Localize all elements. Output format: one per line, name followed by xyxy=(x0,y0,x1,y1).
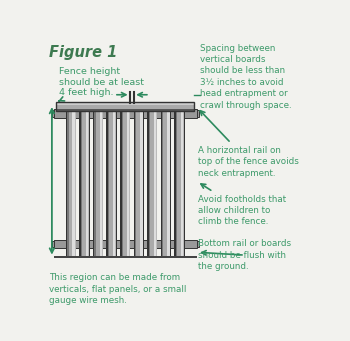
Bar xyxy=(54,240,197,248)
Bar xyxy=(82,104,86,257)
Bar xyxy=(89,104,90,257)
Text: Fence height
should be at least
4 feet high.: Fence height should be at least 4 feet h… xyxy=(59,67,144,101)
Bar xyxy=(154,104,156,257)
Bar xyxy=(150,104,154,257)
Bar xyxy=(56,109,194,110)
Bar xyxy=(134,104,135,257)
Bar xyxy=(94,104,96,257)
Bar xyxy=(120,104,121,257)
Text: This region can be made from
verticals, flat panels, or a small
gauge wire mesh.: This region can be made from verticals, … xyxy=(49,273,187,305)
Bar xyxy=(54,256,197,258)
Bar xyxy=(167,104,170,257)
Bar xyxy=(121,104,123,257)
Bar xyxy=(86,104,88,257)
Bar xyxy=(56,103,194,110)
Bar xyxy=(129,104,130,257)
Bar xyxy=(81,104,82,257)
Bar xyxy=(52,110,57,117)
Bar xyxy=(181,104,183,257)
Bar xyxy=(56,102,194,110)
Text: A horizontal rail on
top of the fence avoids
neck entrapment.: A horizontal rail on top of the fence av… xyxy=(198,111,299,178)
Bar xyxy=(194,241,199,247)
Bar xyxy=(183,104,184,257)
Bar xyxy=(54,240,197,248)
Bar xyxy=(52,241,57,247)
Bar xyxy=(99,104,102,257)
Bar xyxy=(163,104,167,257)
Bar xyxy=(69,104,72,257)
Bar xyxy=(136,104,140,257)
Text: Spacing between
vertical boards
should be less than
3½ inches to avoid
head entr: Spacing between vertical boards should b… xyxy=(200,44,291,110)
Bar xyxy=(72,104,75,257)
Bar xyxy=(194,110,199,117)
Bar xyxy=(161,104,162,257)
Bar xyxy=(142,104,144,257)
Bar xyxy=(88,104,89,257)
Bar xyxy=(93,104,94,257)
Bar xyxy=(109,104,113,257)
Bar xyxy=(102,104,103,257)
Text: Figure 1: Figure 1 xyxy=(49,45,117,60)
Bar xyxy=(116,104,117,257)
Bar xyxy=(135,104,136,257)
Bar xyxy=(176,104,177,257)
Bar xyxy=(75,104,76,257)
Bar xyxy=(54,109,197,118)
Bar xyxy=(149,104,150,257)
Bar xyxy=(123,104,127,257)
Bar xyxy=(56,103,194,105)
Bar xyxy=(67,104,69,257)
Bar xyxy=(170,104,171,257)
Bar xyxy=(177,104,181,257)
Bar xyxy=(66,104,67,257)
Text: Bottom rail or boards
should be flush with
the ground.: Bottom rail or boards should be flush wi… xyxy=(198,239,292,271)
Bar xyxy=(147,104,149,257)
Bar xyxy=(108,104,109,257)
Bar xyxy=(52,110,57,117)
Bar xyxy=(162,104,163,257)
Text: Avoid footholds that
allow children to
climb the fence.: Avoid footholds that allow children to c… xyxy=(198,184,287,226)
Bar xyxy=(106,104,108,257)
Bar xyxy=(174,104,176,257)
Bar xyxy=(113,104,116,257)
Bar xyxy=(140,104,142,257)
Bar xyxy=(54,109,197,118)
Bar xyxy=(157,104,158,257)
Bar xyxy=(194,241,199,247)
Bar xyxy=(52,241,57,247)
Bar xyxy=(79,104,81,257)
Bar xyxy=(127,104,129,257)
Bar xyxy=(194,110,199,117)
Bar xyxy=(156,104,157,257)
Bar xyxy=(96,104,99,257)
